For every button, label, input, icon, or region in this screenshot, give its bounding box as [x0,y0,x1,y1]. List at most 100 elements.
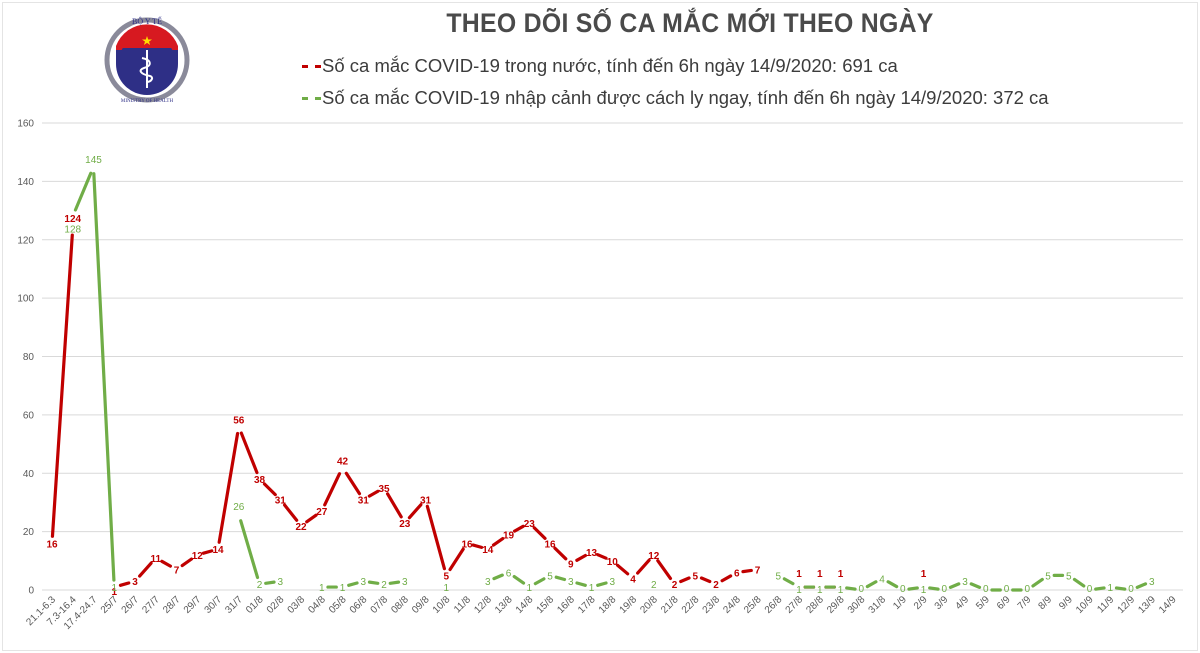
x-tick-label: 16/8 [555,594,577,616]
x-tick-label: 30/8 [846,594,868,616]
imported-data-label: 1 [1107,583,1113,594]
imported-series-segment [388,580,401,585]
imported-series-segment [492,573,504,581]
domestic-data-label: 3 [132,577,138,588]
imported-series-segment [1031,577,1044,588]
imported-series-segment [782,577,795,586]
imported-data-label: 3 [360,577,366,588]
x-tick-label: 06/8 [348,594,370,616]
domestic-series-segment [262,482,277,497]
imported-data-label: 3 [568,577,574,588]
imported-data-label: 5 [1045,571,1051,582]
x-tick-label: 12/9 [1116,594,1138,616]
x-tick-label: 27/7 [140,594,162,616]
x-tick-label: 11/9 [1095,594,1116,615]
domestic-data-label: 23 [399,519,411,530]
imported-data-label: 3 [402,577,408,588]
imported-series-segment [575,581,587,587]
x-tick-label: 29/7 [182,594,204,616]
domestic-data-label: 35 [378,484,390,495]
domestic-data-label: 7 [755,566,761,577]
x-tick-label: 11/8 [452,594,473,615]
x-tick-label: 10/9 [1074,594,1096,616]
x-tick-label: 8/9 [1037,594,1055,612]
imported-data-label: 1 [838,585,844,596]
domestic-series-segment [720,574,733,583]
imported-series-segment [512,574,526,585]
domestic-data-label: 7 [174,566,180,577]
domestic-series-segment [118,581,131,587]
domestic-series-segment [471,543,484,549]
x-tick-label: 09/8 [410,594,432,616]
chart-title: THEO DÕI SỐ CA MẮC MỚI THEO NGÀY [446,8,934,38]
domestic-series-segment [344,471,362,496]
x-tick-label: 1/9 [891,594,909,612]
domestic-data-label: 6 [734,568,740,579]
x-tick-label: 18/8 [597,594,619,616]
x-tick-label: 6/9 [995,594,1013,612]
x-tick-label: 28/8 [804,594,826,616]
y-tick-label: 0 [28,586,34,597]
x-tick-label: 04/8 [306,594,328,616]
x-tick-label: 27/8 [784,594,806,616]
y-tick-label: 60 [23,410,35,421]
domestic-data-label: 16 [46,539,58,550]
imported-data-label: 1 [589,583,595,594]
imported-data-label: 26 [233,502,245,513]
domestic-data-label: 27 [316,507,328,518]
domestic-series-segment [305,513,318,524]
domestic-data-label: 31 [358,496,370,507]
domestic-data-label: 16 [461,539,473,550]
domestic-data-label: 23 [524,519,536,530]
domestic-data-label: 1 [817,569,823,580]
imported-series-segment [92,172,116,582]
legend-label-imported: Số ca mắc COVID-19 nhập cảnh được cách l… [322,87,1049,108]
x-tick-label: 26/7 [120,594,142,616]
domestic-series-segment [138,561,153,578]
domestic-data-label: 9 [568,560,574,571]
imported-series-segment [886,580,899,589]
imported-data-label: 4 [879,574,885,585]
imported-data-label: 0 [900,584,906,595]
x-tick-label: 29/8 [825,594,847,616]
imported-data-label: 2 [651,580,657,591]
imported-series-segment [948,582,961,589]
domestic-series-segment [180,557,194,568]
x-tick-label: 02/8 [265,594,287,616]
imported-series-segment [596,581,608,587]
x-tick-label: 19/8 [618,594,640,616]
domestic-data-label: 12 [648,551,660,562]
x-tick-label: 08/8 [389,594,411,616]
imported-series-segment [367,580,380,585]
x-tick-label: 05/8 [327,594,349,616]
y-tick-label: 20 [23,527,35,538]
y-tick-label: 140 [17,177,34,188]
domestic-data-label: 1 [111,587,117,598]
x-tick-label: 22/8 [680,594,702,616]
domestic-series-segment [679,576,691,584]
imported-data-label: 3 [609,577,615,588]
domestic-series-segment [50,233,74,538]
domestic-data-label: 5 [692,571,698,582]
imported-data-label: 0 [1024,584,1030,595]
domestic-series-segment [553,546,568,561]
legend-marker-red-icon [302,64,308,68]
ministry-of-health-logo: BỘ Y TẾ MINISTRY OF HEALTH [104,14,190,106]
imported-data-label: 0 [1004,584,1010,595]
imported-data-label: 0 [858,584,864,595]
legend-marker-green-icon [315,96,321,100]
domestic-series-segment [323,472,342,507]
domestic-data-label: 2 [713,580,719,591]
imported-data-label: 3 [1149,577,1155,588]
imported-data-label: 3 [485,577,491,588]
imported-series-segment [1135,582,1148,589]
x-tick-label: 3/9 [933,594,951,612]
domestic-data-label: 31 [420,496,432,507]
imported-data-label: 1 [319,583,325,594]
x-tick-label: 4/9 [954,594,972,612]
legend-item-imported: Số ca mắc COVID-19 nhập cảnh được cách l… [302,87,1049,109]
domestic-data-label: 1 [921,569,927,580]
domestic-data-label: 2 [672,580,678,591]
domestic-series-segment [425,504,447,571]
